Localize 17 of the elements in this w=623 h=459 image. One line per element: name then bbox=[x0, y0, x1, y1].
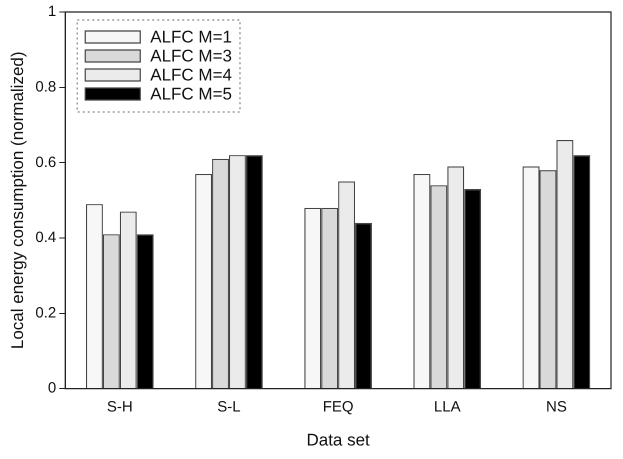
x-tick-label: S-H bbox=[106, 398, 133, 416]
legend-label: ALFC M=3 bbox=[150, 46, 232, 66]
y-tick-label: 0.8 bbox=[35, 78, 56, 96]
y-tick-label: 1 bbox=[48, 3, 56, 20]
y-axis-title: Local energy consumption (normalized) bbox=[8, 51, 27, 350]
legend-label: ALFC M=1 bbox=[150, 28, 232, 47]
legend-label: ALFC M=5 bbox=[150, 84, 232, 104]
x-tick-label: LLA bbox=[434, 398, 461, 416]
legend-label: ALFC M=4 bbox=[150, 66, 232, 85]
x-tick-label: S-L bbox=[217, 398, 241, 416]
y-tick-label: 0 bbox=[48, 380, 56, 397]
y-tick-label: 0.6 bbox=[35, 154, 56, 171]
x-tick-label: FEQ bbox=[322, 398, 354, 416]
x-tick-label: NS bbox=[546, 398, 567, 416]
x-axis-title: Data set bbox=[306, 430, 370, 450]
y-tick-label: 0.4 bbox=[35, 229, 56, 246]
y-tick-label: 0.2 bbox=[35, 304, 56, 322]
